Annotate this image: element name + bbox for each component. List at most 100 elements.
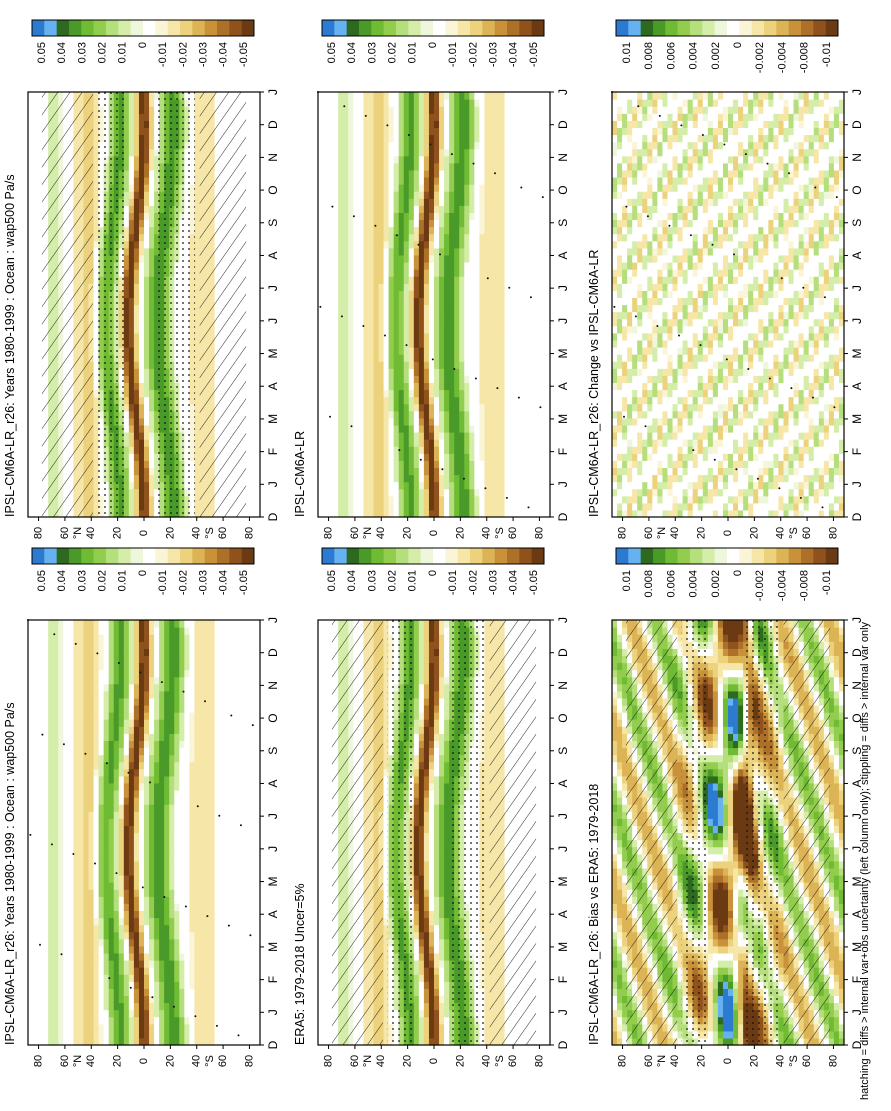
heatmap-cell bbox=[449, 99, 455, 107]
heatmap-cell bbox=[353, 198, 359, 206]
heatmap-cell bbox=[123, 339, 130, 348]
heatmap-cell bbox=[318, 247, 324, 256]
heatmap-cell bbox=[423, 446, 430, 454]
heatmap-cell bbox=[323, 467, 329, 476]
heatmap-cell bbox=[378, 191, 385, 199]
heatmap-cell bbox=[138, 488, 145, 497]
heatmap-cell bbox=[154, 432, 160, 440]
heatmap-cell bbox=[418, 488, 425, 497]
heatmap-cell bbox=[383, 417, 390, 426]
heatmap-cell bbox=[358, 127, 364, 136]
heatmap-cell bbox=[358, 446, 364, 454]
heatmap-cell bbox=[28, 254, 34, 263]
heatmap-cell bbox=[398, 347, 405, 355]
heatmap-cell bbox=[358, 311, 364, 320]
heatmap-cell bbox=[474, 99, 480, 107]
heatmap-cell bbox=[464, 311, 470, 320]
heatmap-cell bbox=[363, 339, 370, 348]
heatmap-cell bbox=[33, 361, 39, 369]
heatmap-cell bbox=[454, 276, 460, 284]
heatmap-cell bbox=[249, 368, 256, 376]
heatmap-cell bbox=[439, 375, 445, 384]
heatmap-cell bbox=[128, 269, 135, 277]
heatmap-cell bbox=[413, 184, 420, 192]
heatmap-cell bbox=[353, 99, 359, 107]
heatmap-cell bbox=[454, 389, 460, 398]
heatmap-cell bbox=[194, 424, 201, 433]
heatmap-cell bbox=[93, 318, 100, 327]
heatmap-cell bbox=[244, 276, 251, 284]
heatmap-cell bbox=[244, 120, 251, 129]
heatmap-cell bbox=[133, 332, 140, 341]
heatmap-cell bbox=[128, 262, 135, 270]
heatmap-cell bbox=[28, 460, 34, 469]
heatmap-cell bbox=[489, 240, 496, 249]
heatmap-cell bbox=[489, 495, 496, 504]
heatmap-cell bbox=[474, 311, 480, 320]
heatmap-cell bbox=[93, 247, 100, 256]
heatmap-cell bbox=[149, 269, 155, 277]
heatmap-cell bbox=[388, 169, 395, 178]
heatmap-cell bbox=[439, 247, 445, 256]
heatmap-cell bbox=[318, 269, 324, 277]
heatmap-cell bbox=[363, 453, 370, 461]
heatmap-cell bbox=[358, 424, 364, 433]
heatmap-cell bbox=[323, 205, 329, 214]
colorbar-swatch bbox=[192, 20, 205, 36]
heatmap-cell bbox=[244, 99, 251, 107]
heatmap-cell bbox=[428, 474, 435, 483]
heatmap-cell bbox=[418, 509, 425, 518]
heatmap-cell bbox=[428, 297, 435, 306]
heatmap-cell bbox=[494, 177, 501, 185]
heatmap-cell bbox=[348, 361, 354, 369]
heatmap-cell bbox=[33, 134, 39, 143]
heatmap-cell bbox=[378, 368, 385, 376]
heatmap-cell bbox=[378, 375, 385, 384]
heatmap-cell bbox=[469, 474, 475, 483]
heatmap-cell bbox=[194, 276, 201, 284]
heatmap-cell bbox=[323, 325, 329, 334]
heatmap-cell bbox=[464, 169, 470, 178]
heatmap-cell bbox=[328, 502, 334, 511]
heatmap-cell bbox=[428, 212, 435, 221]
heatmap-cell bbox=[413, 474, 420, 483]
heatmap-cell bbox=[489, 120, 496, 129]
heatmap-cell bbox=[93, 361, 100, 369]
heatmap-cell bbox=[423, 106, 430, 114]
heatmap-cell bbox=[254, 318, 261, 327]
heatmap-cell bbox=[333, 120, 339, 129]
heatmap-cell bbox=[128, 481, 135, 490]
heatmap-cell bbox=[474, 240, 480, 249]
heatmap-cell bbox=[428, 226, 435, 235]
heatmap-cell bbox=[474, 502, 480, 511]
heatmap-cell bbox=[434, 191, 440, 199]
heatmap-cell bbox=[93, 410, 100, 419]
heatmap-cell bbox=[383, 254, 390, 263]
heatmap-cell bbox=[479, 99, 486, 107]
heatmap-cell bbox=[338, 99, 344, 107]
heatmap-cell bbox=[388, 325, 395, 334]
heatmap-cell bbox=[323, 424, 329, 433]
heatmap-cell bbox=[398, 262, 405, 270]
heatmap-cell bbox=[338, 262, 344, 270]
heatmap-cell bbox=[378, 446, 385, 454]
heatmap-cell bbox=[383, 474, 390, 483]
heatmap-cell bbox=[489, 318, 496, 327]
heatmap-cell bbox=[323, 92, 329, 100]
heatmap-cell bbox=[149, 247, 155, 256]
heatmap-cell bbox=[254, 254, 261, 263]
heatmap-cell bbox=[428, 417, 435, 426]
heatmap-cell bbox=[428, 439, 435, 447]
heatmap-cell bbox=[454, 375, 460, 384]
heatmap-cell bbox=[373, 141, 380, 150]
heatmap-cell bbox=[33, 240, 39, 249]
heatmap-cell bbox=[194, 410, 201, 419]
heatmap-cell bbox=[338, 177, 344, 185]
heatmap-cell bbox=[464, 481, 470, 490]
heatmap-cell bbox=[428, 283, 435, 291]
heatmap-cell bbox=[123, 205, 130, 214]
heatmap-cell bbox=[398, 169, 405, 178]
heatmap-cell bbox=[33, 467, 39, 476]
heatmap-cell bbox=[28, 127, 34, 136]
heatmap-cell bbox=[449, 509, 455, 518]
